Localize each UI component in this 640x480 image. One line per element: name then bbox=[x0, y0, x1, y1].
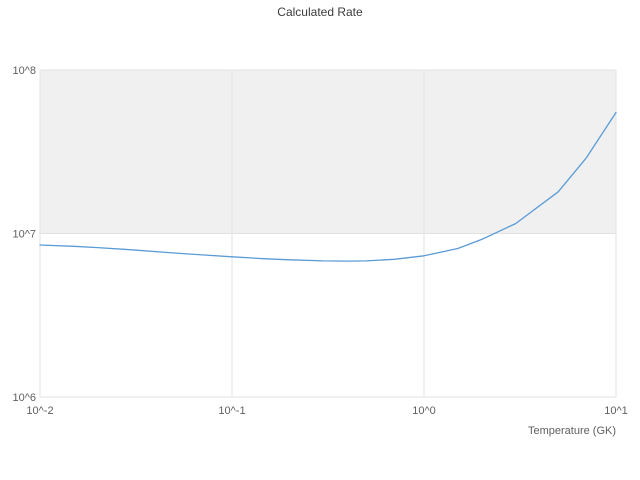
x-tick-label: 10^-1 bbox=[218, 405, 245, 417]
x-tick-label: 10^0 bbox=[412, 405, 436, 417]
y-tick-label: 10^7 bbox=[12, 229, 36, 241]
shaded-band bbox=[40, 70, 616, 234]
y-tick-label: 10^6 bbox=[12, 392, 36, 404]
y-tick-label: 10^8 bbox=[12, 65, 36, 77]
x-tick-label: 10^1 bbox=[604, 405, 628, 417]
chart-title: Calculated Rate bbox=[277, 5, 363, 19]
rate-line bbox=[39, 111, 617, 262]
x-tick-label: 10^-2 bbox=[26, 405, 53, 417]
x-axis-label: Temperature (GK) bbox=[527, 425, 616, 437]
